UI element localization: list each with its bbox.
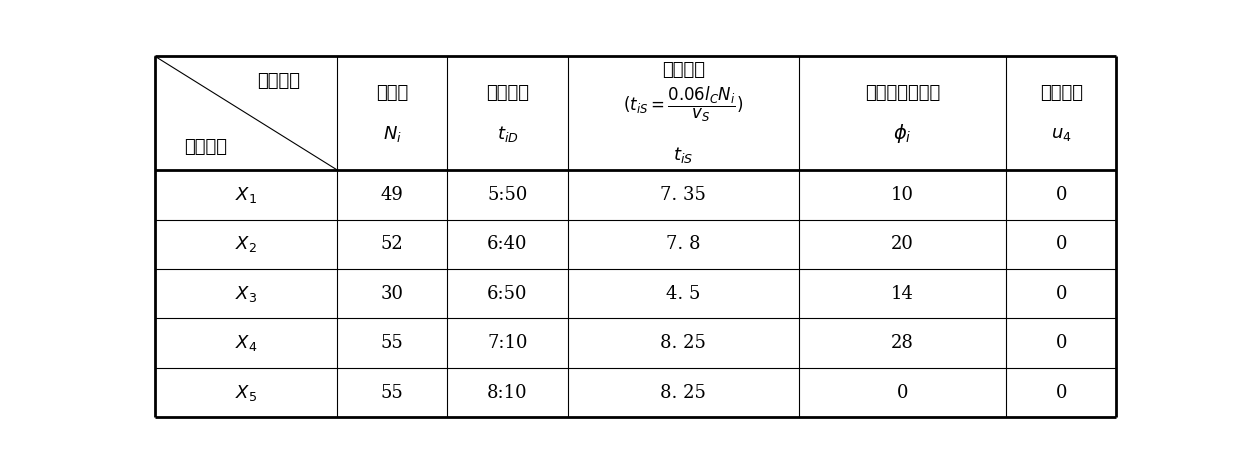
Text: $X_5$: $X_5$ xyxy=(236,383,257,403)
Text: 6:50: 6:50 xyxy=(487,285,528,303)
Text: 8. 25: 8. 25 xyxy=(661,384,707,401)
Text: 优选因素: 优选因素 xyxy=(258,72,300,91)
Text: 生产急需: 生产急需 xyxy=(1039,83,1083,102)
Text: 14: 14 xyxy=(892,285,914,303)
Text: 20: 20 xyxy=(892,235,914,253)
Text: 待解车列: 待解车列 xyxy=(185,138,227,156)
Text: 28: 28 xyxy=(892,334,914,352)
Text: $X_2$: $X_2$ xyxy=(236,234,257,254)
Text: 编组及发车需要: 编组及发车需要 xyxy=(866,83,940,102)
Text: $u_4$: $u_4$ xyxy=(1050,125,1071,143)
Text: $t_{iD}$: $t_{iD}$ xyxy=(496,124,518,144)
Text: 55: 55 xyxy=(381,384,403,401)
Text: $t_{iS}$: $t_{iS}$ xyxy=(673,145,693,165)
Text: 0: 0 xyxy=(1055,285,1066,303)
Text: $\phi_i$: $\phi_i$ xyxy=(893,122,911,145)
Text: 0: 0 xyxy=(897,384,909,401)
Text: 到达时间: 到达时间 xyxy=(486,83,529,102)
Text: 49: 49 xyxy=(381,186,403,204)
Text: 55: 55 xyxy=(381,334,403,352)
Text: $X_3$: $X_3$ xyxy=(236,284,257,304)
Text: 10: 10 xyxy=(892,186,914,204)
Text: 0: 0 xyxy=(1055,384,1066,401)
Text: 7:10: 7:10 xyxy=(487,334,528,352)
Text: 7. 35: 7. 35 xyxy=(661,186,707,204)
Text: 0: 0 xyxy=(1055,334,1066,352)
Text: 52: 52 xyxy=(381,235,403,253)
Text: 0: 0 xyxy=(1055,235,1066,253)
Text: 6:40: 6:40 xyxy=(487,235,528,253)
Text: 8:10: 8:10 xyxy=(487,384,528,401)
Text: 5:50: 5:50 xyxy=(487,186,528,204)
Text: $(t_{iS}=\dfrac{0.06l_C N_i}{v_S})$: $(t_{iS}=\dfrac{0.06l_C N_i}{v_S})$ xyxy=(624,84,744,124)
Text: 7. 8: 7. 8 xyxy=(666,235,701,253)
Text: 8. 25: 8. 25 xyxy=(661,334,707,352)
Text: 0: 0 xyxy=(1055,186,1066,204)
Text: 解体时间: 解体时间 xyxy=(662,61,704,79)
Text: $N_i$: $N_i$ xyxy=(383,124,402,144)
Text: $X_4$: $X_4$ xyxy=(234,333,258,353)
Text: 30: 30 xyxy=(381,285,403,303)
Text: 总车数: 总车数 xyxy=(376,83,408,102)
Text: 4. 5: 4. 5 xyxy=(666,285,701,303)
Text: $X_1$: $X_1$ xyxy=(236,185,257,205)
